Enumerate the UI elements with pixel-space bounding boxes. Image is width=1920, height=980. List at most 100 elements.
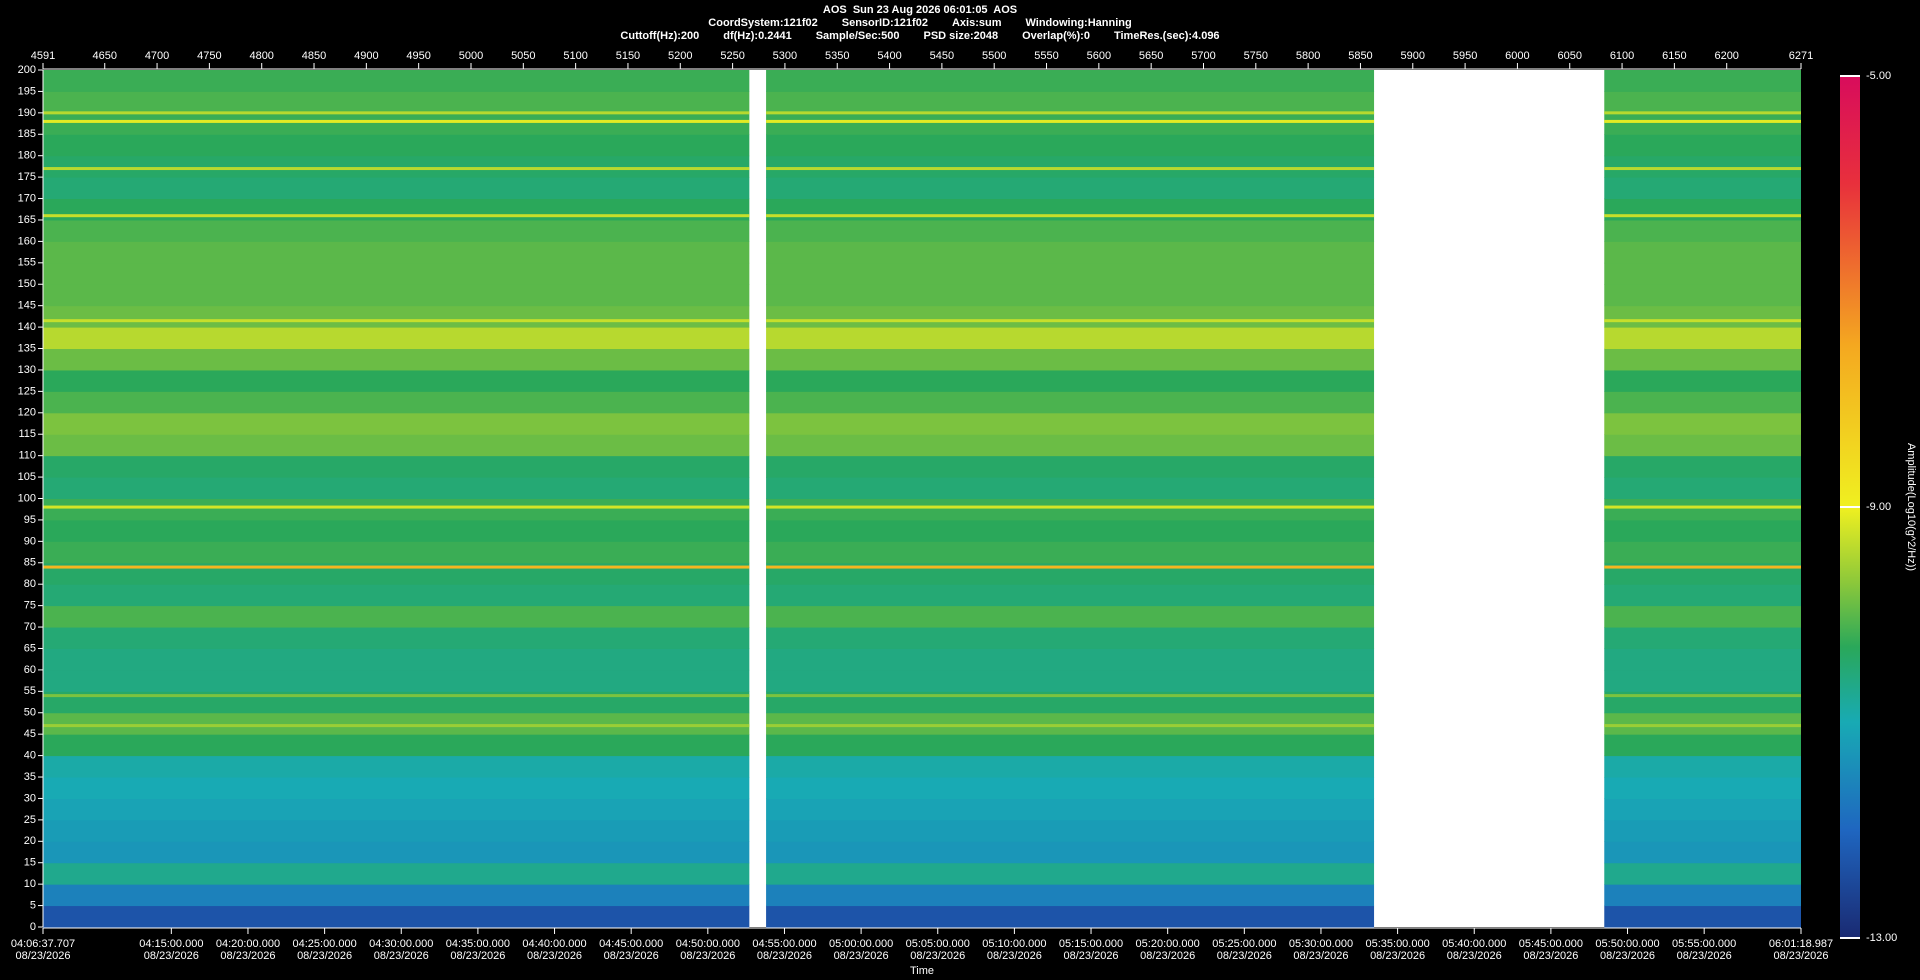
spectrum-cell [766,819,1375,842]
spectrum-cell [766,541,1375,564]
spectrum-cell [43,412,750,435]
spectral-line [1604,694,1801,698]
y-tick-label: 40 [24,750,36,762]
y-tick-label: 75 [24,600,36,612]
subtitle: CoordSystem:121f02 SensorID:121f02 Axis:su… [0,17,1840,29]
spectrum-cell [1604,434,1801,457]
spectral-line [43,119,750,123]
x-tick-label: 6200 [1714,50,1738,62]
date-tick-label: 08/23/2026 [604,950,659,962]
y-tick-label: 65 [24,642,36,654]
spectrum-cell [1604,905,1801,928]
spectral-line [766,694,1375,698]
time-tick-label: 04:55:00.000 [752,938,816,950]
y-tick-label: 25 [24,814,36,826]
y-tick-label: 160 [18,235,36,247]
spectrum-cell [766,455,1375,478]
spectrum-cell [766,112,1375,135]
time-tick-label: 05:55:00.000 [1672,938,1736,950]
spectrum-cell [766,70,1375,92]
date-tick-label: 08/23/2026 [1064,950,1119,962]
time-tick-label: 05:10:00.000 [982,938,1046,950]
spectrum-cell [1604,541,1801,564]
date-tick-label: 08/23/2026 [987,950,1042,962]
subtitle-item: Cuttoff(Hz):200 [620,30,700,42]
spectrum-cell [766,584,1375,607]
x-tick-label: 5750 [1244,50,1268,62]
date-tick-label: 08/23/2026 [680,950,735,962]
subtitle-item: Sample/Sec:500 [815,30,900,42]
spectral-line [766,319,1375,323]
time-tick-label: 04:15:00.000 [139,938,203,950]
time-tick-label: 05:50:00.000 [1595,938,1659,950]
x-tick-label: 4950 [406,50,430,62]
spectrum-cell [43,584,750,607]
spectrum-cell [1604,412,1801,435]
spectrum-cell [43,327,750,350]
spectrum-cell [43,819,750,842]
x-tick-label: 5600 [1087,50,1111,62]
spectrum-cell [43,348,750,371]
time-tick-label: 04:45:00.000 [599,938,663,950]
spectrum-cell [1604,627,1801,649]
spectrum-cell [43,177,750,200]
spectrum-cell [766,605,1375,628]
spectrum-cell [766,177,1375,200]
spectrum-cell [766,519,1375,542]
x-axis-label: Time [910,965,934,977]
spectrum-cell [1604,70,1801,92]
spectral-line [1604,319,1801,323]
spectral-line [766,214,1375,218]
spectral-line [1604,119,1801,123]
spectrum-cell [766,412,1375,435]
x-tick-label: 5200 [668,50,692,62]
spectrum-cell [1604,841,1801,864]
x-tick-label: 5150 [616,50,640,62]
y-tick-label: 185 [18,128,36,140]
time-tick-label: 04:25:00.000 [292,938,356,950]
x-tick-label: 4591 [31,50,55,62]
time-tick-label: 04:50:00.000 [676,938,740,950]
spectrum-cell [43,798,750,821]
time-tick-label: 04:06:37.707 [11,938,75,950]
time-tick-label: 05:15:00.000 [1059,938,1123,950]
subtitle-item: Overlap(%):0 [1022,30,1090,42]
spectrum-cell [766,798,1375,821]
spectral-line [766,505,1375,509]
spectrum-cell [766,155,1375,178]
spectrum-cell [1604,755,1801,778]
spectral-line [43,505,750,509]
spectrum-cell [43,841,750,864]
x-tick-label: 5850 [1348,50,1372,62]
spectrum-cell [43,734,750,757]
y-tick-label: 145 [18,300,36,312]
colorbar-tick-label: -5.00 [1866,70,1891,82]
date-tick-label: 08/23/2026 [144,950,199,962]
spectrum-cell [766,305,1375,328]
spectrum-cell [1604,734,1801,757]
colorbar-tick-label: -13.00 [1866,932,1897,944]
spectrum-cell [766,712,1375,735]
subtitle-item: PSD size:2048 [923,30,999,42]
x-tick-label: 5350 [825,50,849,62]
date-tick-label: 08/23/2026 [1773,950,1828,962]
spectrum-cell [1604,391,1801,414]
spectrum-cell [43,112,750,135]
x-tick-label: 5250 [720,50,744,62]
spectral-line [1604,214,1801,218]
y-tick-label: 110 [18,450,36,462]
y-tick-label: 5 [30,899,36,911]
date-tick-label: 08/23/2026 [1217,950,1272,962]
y-tick-label: 15 [24,857,36,869]
subtitle-item: df(Hz):0.2441 [723,30,792,42]
x-tick-label: 5050 [511,50,535,62]
spectrum-cell [43,455,750,478]
spectrum-cell [43,391,750,414]
spectrum-cell [43,498,750,521]
spectrum-cell [766,862,1375,885]
spectrum-cell [1604,777,1801,799]
y-tick-label: 165 [18,214,36,226]
time-tick-label: 05:30:00.000 [1289,938,1353,950]
spectrum-cell [766,755,1375,778]
x-tick-label: 4800 [249,50,273,62]
